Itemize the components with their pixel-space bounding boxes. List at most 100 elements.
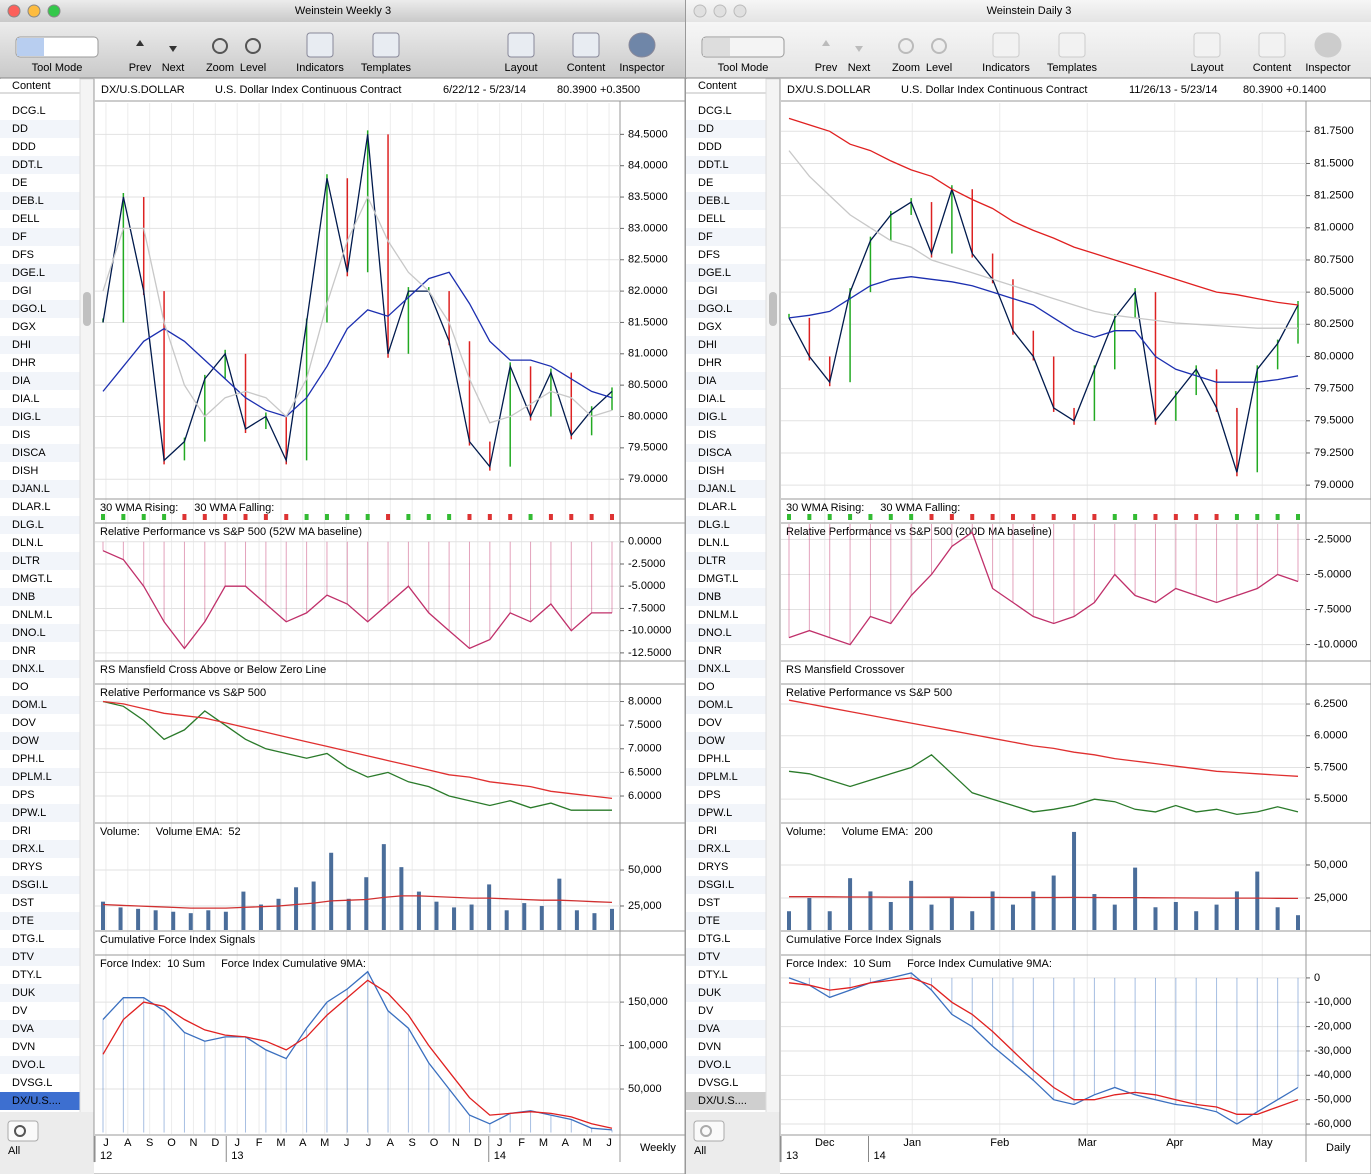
symbol-item[interactable]: DFS: [698, 249, 720, 261]
toolbar-label[interactable]: Prev: [815, 62, 838, 74]
symbol-item[interactable]: DIA.L: [698, 393, 726, 405]
toolbar-icon[interactable]: [628, 32, 656, 58]
symbol-item[interactable]: DHI: [12, 339, 31, 351]
symbol-item[interactable]: DD: [698, 123, 714, 135]
symbol-item[interactable]: DPS: [12, 789, 35, 801]
symbol-item[interactable]: DHR: [12, 357, 36, 369]
symbol-item[interactable]: DMGT.L: [12, 573, 52, 585]
toolbar-label[interactable]: Content: [567, 62, 606, 74]
symbol-item[interactable]: DVSG.L: [12, 1077, 52, 1089]
window-button[interactable]: [693, 4, 707, 18]
window-button[interactable]: [7, 4, 21, 18]
symbol-item[interactable]: DJAN.L: [12, 483, 50, 495]
symbol-item[interactable]: DNB: [698, 591, 721, 603]
toolbar-label[interactable]: Inspector: [619, 62, 665, 74]
symbol-item[interactable]: DSGI.L: [698, 879, 734, 891]
toolbar-icon[interactable]: [1193, 32, 1221, 58]
symbol-item[interactable]: DLTR: [698, 555, 726, 567]
symbol-item[interactable]: DNLM.L: [698, 609, 738, 621]
toolbar-icon[interactable]: [992, 32, 1020, 58]
toolbar-label[interactable]: Indicators: [296, 62, 344, 74]
symbol-item[interactable]: DST: [12, 897, 34, 909]
symbol-item[interactable]: DMGT.L: [698, 573, 738, 585]
symbol-item[interactable]: DNX.L: [12, 663, 44, 675]
gear-button[interactable]: [693, 1120, 725, 1142]
symbol-item[interactable]: DGX: [12, 321, 37, 333]
symbol-item[interactable]: DTG.L: [698, 933, 730, 945]
symbol-item[interactable]: DNB: [12, 591, 35, 603]
toolbar-label[interactable]: Next: [848, 62, 871, 74]
toolbar-label[interactable]: Level: [926, 62, 952, 74]
nav-icon[interactable]: [855, 46, 863, 52]
nav-icon[interactable]: [136, 40, 144, 46]
symbol-item[interactable]: DTY.L: [698, 969, 728, 981]
symbol-item[interactable]: DLG.L: [698, 519, 730, 531]
symbol-item[interactable]: DNX.L: [698, 663, 730, 675]
toolbar-icon[interactable]: [372, 32, 400, 58]
symbol-item[interactable]: DOW: [12, 735, 40, 747]
symbol-item[interactable]: DIG.L: [698, 411, 727, 423]
gear-button[interactable]: [7, 1120, 39, 1142]
symbol-item[interactable]: DLG.L: [12, 519, 44, 531]
zoom-icon[interactable]: [212, 38, 228, 54]
toolbar-label[interactable]: Layout: [504, 62, 537, 74]
symbol-item[interactable]: DV: [12, 1005, 28, 1017]
symbol-item[interactable]: DDT.L: [698, 159, 729, 171]
toolbar-label[interactable]: Next: [162, 62, 185, 74]
symbol-item[interactable]: DLN.L: [12, 537, 43, 549]
symbol-item[interactable]: DLAR.L: [12, 501, 51, 513]
symbol-item[interactable]: DX/U.S....: [698, 1095, 747, 1107]
symbol-item[interactable]: DV: [698, 1005, 714, 1017]
symbol-item[interactable]: DNLM.L: [12, 609, 52, 621]
symbol-item[interactable]: DVO.L: [12, 1059, 45, 1071]
symbol-item[interactable]: DTV: [698, 951, 721, 963]
zoom-icon[interactable]: [245, 38, 261, 54]
symbol-item[interactable]: DNO.L: [698, 627, 732, 639]
symbol-item[interactable]: DISH: [12, 465, 38, 477]
symbol-item[interactable]: DPW.L: [698, 807, 732, 819]
symbol-item[interactable]: DUK: [698, 987, 722, 999]
symbol-item[interactable]: DVO.L: [698, 1059, 731, 1071]
sidebar-scroll-thumb[interactable]: [769, 292, 777, 326]
symbol-item[interactable]: DEB.L: [12, 195, 44, 207]
symbol-item[interactable]: DTE: [698, 915, 720, 927]
symbol-item[interactable]: DJAN.L: [698, 483, 736, 495]
symbol-item[interactable]: DVN: [12, 1041, 35, 1053]
symbol-item[interactable]: DELL: [12, 213, 40, 225]
symbol-item[interactable]: DIS: [698, 429, 716, 441]
symbol-item[interactable]: DHI: [698, 339, 717, 351]
zoom-icon[interactable]: [931, 38, 947, 54]
symbol-item[interactable]: DF: [12, 231, 27, 243]
symbol-item[interactable]: DOM.L: [12, 699, 47, 711]
symbol-item[interactable]: DE: [12, 177, 27, 189]
toolbar-label[interactable]: Templates: [361, 62, 412, 74]
symbol-item[interactable]: DTV: [12, 951, 35, 963]
symbol-item[interactable]: DSGI.L: [12, 879, 48, 891]
symbol-item[interactable]: DVSG.L: [698, 1077, 738, 1089]
window-button[interactable]: [733, 4, 747, 18]
symbol-item[interactable]: DTG.L: [12, 933, 44, 945]
symbol-item[interactable]: DLAR.L: [698, 501, 737, 513]
symbol-item[interactable]: DNR: [698, 645, 722, 657]
symbol-item[interactable]: DGO.L: [698, 303, 732, 315]
nav-icon[interactable]: [822, 40, 830, 46]
toolbar-label[interactable]: Content: [1253, 62, 1292, 74]
symbol-item[interactable]: DLTR: [12, 555, 40, 567]
symbol-item[interactable]: DST: [698, 897, 720, 909]
toolbar-label[interactable]: Templates: [1047, 62, 1098, 74]
symbol-item[interactable]: DGI: [698, 285, 718, 297]
toolbar-icon[interactable]: [507, 32, 535, 58]
symbol-item[interactable]: DCG.L: [698, 105, 732, 117]
toolbar-icon[interactable]: [1258, 32, 1286, 58]
symbol-item[interactable]: DOV: [12, 717, 37, 729]
symbol-item[interactable]: DIS: [12, 429, 30, 441]
symbol-item[interactable]: DPH.L: [12, 753, 44, 765]
symbol-item[interactable]: DRI: [698, 825, 717, 837]
symbol-item[interactable]: DD: [12, 123, 28, 135]
symbol-item[interactable]: DISH: [698, 465, 724, 477]
symbol-item[interactable]: DVA: [12, 1023, 34, 1035]
symbol-item[interactable]: DFS: [12, 249, 34, 261]
toolbar-icon[interactable]: [1058, 32, 1086, 58]
symbol-item[interactable]: DIG.L: [12, 411, 41, 423]
symbol-item[interactable]: DLN.L: [698, 537, 729, 549]
